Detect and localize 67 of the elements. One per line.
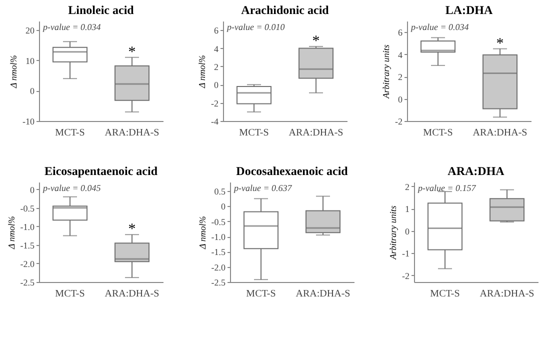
annotation: * <box>496 36 504 52</box>
x-tick-label: MCT-S <box>55 128 85 138</box>
chart-title: Arachidonic acid <box>241 3 330 17</box>
y-axis-title: Δ nmol% <box>197 216 208 250</box>
annotation: p-value = 0.045 <box>42 183 102 193</box>
y-tick-label: 0 <box>221 202 226 212</box>
y-tick-label: 2 <box>405 182 410 192</box>
y-tick-label: 6 <box>398 28 403 38</box>
y-tick-label: -0.5 <box>20 203 35 214</box>
x-tick-label: MCT-S <box>246 288 276 300</box>
y-tick-label: 20 <box>26 26 35 36</box>
y-tick-label: -1.0 <box>20 222 35 232</box>
y-tick-label: -1.0 <box>211 232 226 242</box>
y-tick-label: -2 <box>395 116 402 126</box>
y-tick-label: 4 <box>214 44 219 54</box>
annotation: p-value = 0.034 <box>410 22 470 32</box>
y-tick-label: 2 <box>398 72 402 82</box>
y-tick-label: 4 <box>398 50 403 60</box>
y-tick-label: -2.0 <box>20 258 35 269</box>
annotation: * <box>128 44 136 60</box>
y-tick-label: -1.5 <box>211 247 226 258</box>
chart-title: ARA:DHA <box>448 164 505 178</box>
y-axis-title: Δ nmol% <box>8 55 19 89</box>
x-tick-label: MCT-S <box>430 288 460 300</box>
y-tick-label: -2.0 <box>211 262 226 272</box>
y-tick-label: 2 <box>214 62 218 72</box>
chart-title: Eicosapentaenoic acid <box>44 164 158 178</box>
annotation: p-value = 0.034 <box>42 22 102 32</box>
annotation: p-value = 0.010 <box>226 22 286 32</box>
y-tick-label: 6 <box>214 26 219 36</box>
y-tick-label: -2.5 <box>211 278 226 288</box>
y-tick-label: 0 <box>30 184 35 195</box>
x-tick-label: ARA:DHA-S <box>472 128 528 138</box>
y-tick-label: 0 <box>405 226 410 236</box>
y-tick-label: -0.5 <box>211 216 226 227</box>
y-tick-label: 10 <box>26 56 35 66</box>
x-tick-label: ARA:DHA-S <box>288 128 344 138</box>
annotation: * <box>312 33 320 50</box>
x-tick-label: ARA:DHA-S <box>480 288 534 300</box>
y-tick-label: -10 <box>22 116 35 126</box>
chart-title: Docosahexaenoic acid <box>236 164 348 178</box>
annotation: * <box>128 222 136 238</box>
chart-title: LA:DHA <box>445 3 493 17</box>
y-axis-title: Arbitrary units <box>388 205 398 260</box>
y-tick-label: -1.5 <box>20 240 35 250</box>
annotation: p-value = 0.637 <box>233 183 292 193</box>
x-tick-label: ARA:DHA-S <box>104 288 160 300</box>
y-tick-label: 1 <box>405 204 410 214</box>
y-tick-label: -2 <box>402 270 410 281</box>
y-tick-label: 0 <box>30 86 35 96</box>
y-axis-title: Δ nmol% <box>197 55 208 89</box>
x-tick-label: ARA:DHA-S <box>296 288 350 300</box>
x-tick-label: MCT-S <box>423 128 453 138</box>
annotation: p-value = 0.157 <box>417 183 476 193</box>
y-tick-label: 0.5 <box>214 186 226 197</box>
y-axis-title: Δ nmol% <box>6 216 16 250</box>
x-tick-label: ARA:DHA-S <box>104 128 160 138</box>
x-tick-label: MCT-S <box>239 128 269 138</box>
chart-title: Linoleic acid <box>68 3 134 17</box>
y-tick-label: -4 <box>211 116 219 126</box>
y-tick-label: -1 <box>402 248 410 259</box>
x-tick-label: MCT-S <box>55 288 85 300</box>
y-axis-title: Arbitrary units <box>381 44 392 100</box>
y-tick-label: -2 <box>211 98 218 108</box>
y-tick-label: 0 <box>398 94 403 104</box>
y-tick-label: 0 <box>214 80 219 90</box>
y-tick-label: -2.5 <box>20 278 35 288</box>
